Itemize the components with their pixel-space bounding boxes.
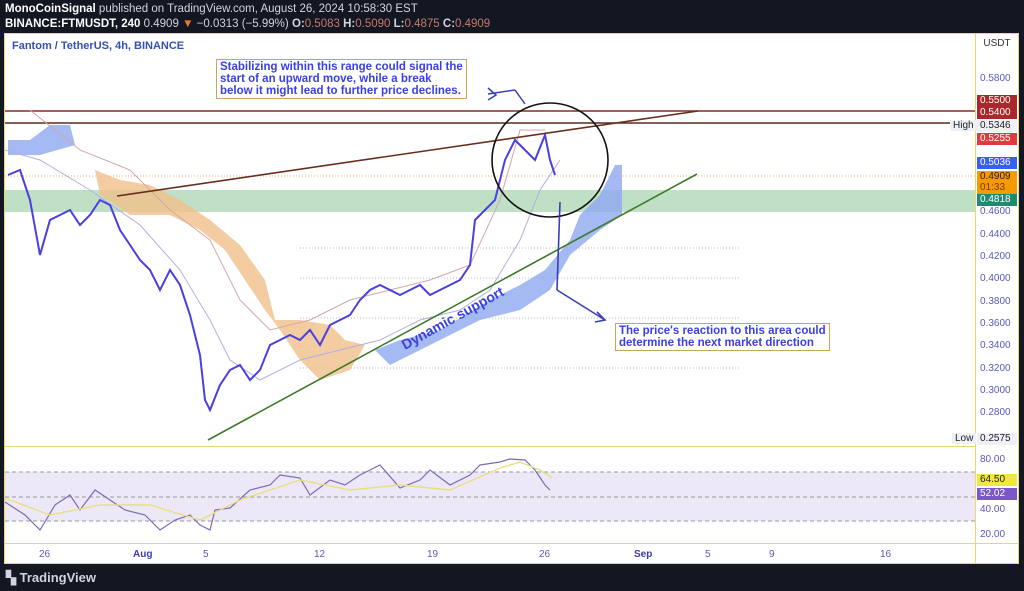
- rsi-separator[interactable]: [4, 446, 975, 447]
- ma-label: 0.5255: [977, 133, 1017, 145]
- last-price: 0.4909: [143, 18, 179, 30]
- price-axis[interactable]: [975, 33, 1019, 564]
- support-label: 0.4818: [977, 194, 1017, 206]
- ichimoku-cloud-bull-left: [8, 125, 75, 155]
- tv-logo-icon: ▚: [6, 570, 16, 585]
- low-label: 0.2575: [977, 433, 1017, 445]
- published-info: published on TradingView.com, August 26,…: [98, 3, 418, 15]
- resistance-label-1: 0.5500: [977, 95, 1017, 107]
- arrow-icon-left: [487, 87, 498, 101]
- rsi-line: [4, 458, 551, 531]
- time-axis-separator: [4, 543, 1019, 544]
- resistance-label-2: 0.5400: [977, 107, 1017, 119]
- rsi-label: 52.02: [977, 488, 1017, 500]
- arrow-icon-down: [556, 201, 561, 291]
- rsi-ma-label: 64.50: [977, 474, 1017, 486]
- tradingview-logo[interactable]: ▚ TradingView: [6, 570, 96, 585]
- open-value: 0.5083: [304, 18, 340, 30]
- currency-label[interactable]: USDT: [983, 38, 1011, 49]
- author[interactable]: MonoCoinSignal: [5, 3, 96, 15]
- bottom-annotation: The price's reaction to this area could …: [615, 323, 830, 351]
- pane-title: Fantom / TetherUS, 4h, BINANCE: [12, 40, 185, 52]
- down-arrow-icon: ▼: [182, 18, 194, 30]
- chart-header: MonoCoinSignal published on TradingView.…: [5, 3, 491, 30]
- rsi-ma-line: [4, 461, 553, 521]
- symbol[interactable]: BINANCE:FTMUSDT, 240: [5, 18, 141, 30]
- highlight-circle: [491, 102, 609, 218]
- countdown-label: 01:33: [977, 182, 1017, 194]
- dynamic-support-line: [207, 173, 698, 441]
- top-annotation: Stabilizing within this range could sign…: [216, 59, 467, 99]
- ma2-label: 0.5036: [977, 157, 1017, 169]
- price-series: [7, 131, 556, 413]
- ichimoku-cloud-bear: [95, 170, 365, 380]
- high-label: 0.5346: [977, 120, 1017, 132]
- support-zone: [5, 190, 975, 212]
- resistance-trendline: [116, 110, 699, 197]
- high-value: 0.5090: [355, 18, 391, 30]
- low-value: 0.4875: [404, 18, 440, 30]
- ichimoku-cloud-bull: [375, 165, 622, 365]
- price-change: −0.0313 (−5.99%): [196, 18, 289, 30]
- close-value: 0.4909: [455, 18, 491, 30]
- last-price-label: 0.4909: [977, 171, 1017, 183]
